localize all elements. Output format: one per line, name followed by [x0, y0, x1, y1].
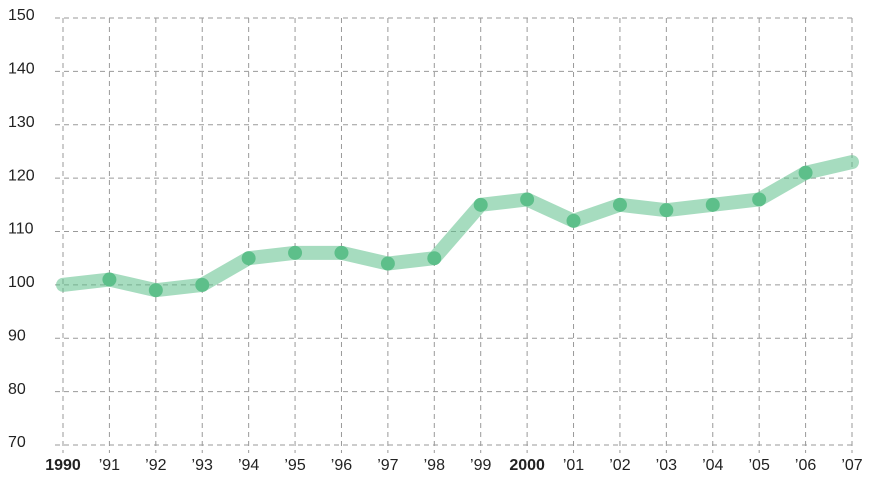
point [473, 197, 488, 212]
x-tick-label: ’98 [424, 457, 445, 474]
y-tick-label: 100 [8, 274, 35, 291]
x-tick-label: ’05 [748, 457, 769, 474]
x-tick-label: 2000 [509, 457, 545, 474]
point [659, 203, 674, 218]
x-tick-label: ’06 [795, 457, 816, 474]
point [705, 197, 720, 212]
point [612, 197, 627, 212]
x-tick-label: ’07 [841, 457, 862, 474]
y-tick-label: 120 [8, 167, 35, 184]
point [288, 245, 303, 260]
x-tick-label: ’94 [238, 457, 259, 474]
x-tick-label: ’99 [470, 457, 491, 474]
line [56, 155, 859, 298]
y-tick-label: 90 [8, 327, 26, 344]
point [334, 245, 349, 260]
y-tick-label: 110 [8, 221, 34, 238]
x-tick-label: ’03 [656, 457, 677, 474]
point [241, 251, 256, 266]
x-tick-label: ’93 [192, 457, 213, 474]
x-tick-label: ’96 [331, 457, 352, 474]
x-tick-label: ’02 [609, 457, 630, 474]
x-tick-label: ’91 [99, 457, 120, 474]
x-tick-label: ’92 [145, 457, 166, 474]
x-tick-label: ’01 [563, 457, 584, 474]
point [427, 251, 442, 266]
point [566, 213, 581, 228]
x-tick-label: ’04 [702, 457, 723, 474]
point [195, 277, 210, 292]
y-tick-label: 150 [8, 7, 35, 24]
point [148, 283, 163, 298]
point [752, 192, 767, 207]
point [798, 165, 813, 180]
point [380, 256, 395, 271]
x-tick-label: 1990 [45, 457, 81, 474]
y-tick-label: 140 [8, 61, 35, 78]
x-tick-label: ’95 [284, 457, 305, 474]
point [102, 272, 117, 287]
x-tick-label: ’97 [377, 457, 398, 474]
y-tick-label: 70 [8, 434, 26, 451]
y-tick-label: 80 [8, 381, 26, 398]
y-tick-label: 130 [8, 114, 35, 131]
point [520, 192, 535, 207]
